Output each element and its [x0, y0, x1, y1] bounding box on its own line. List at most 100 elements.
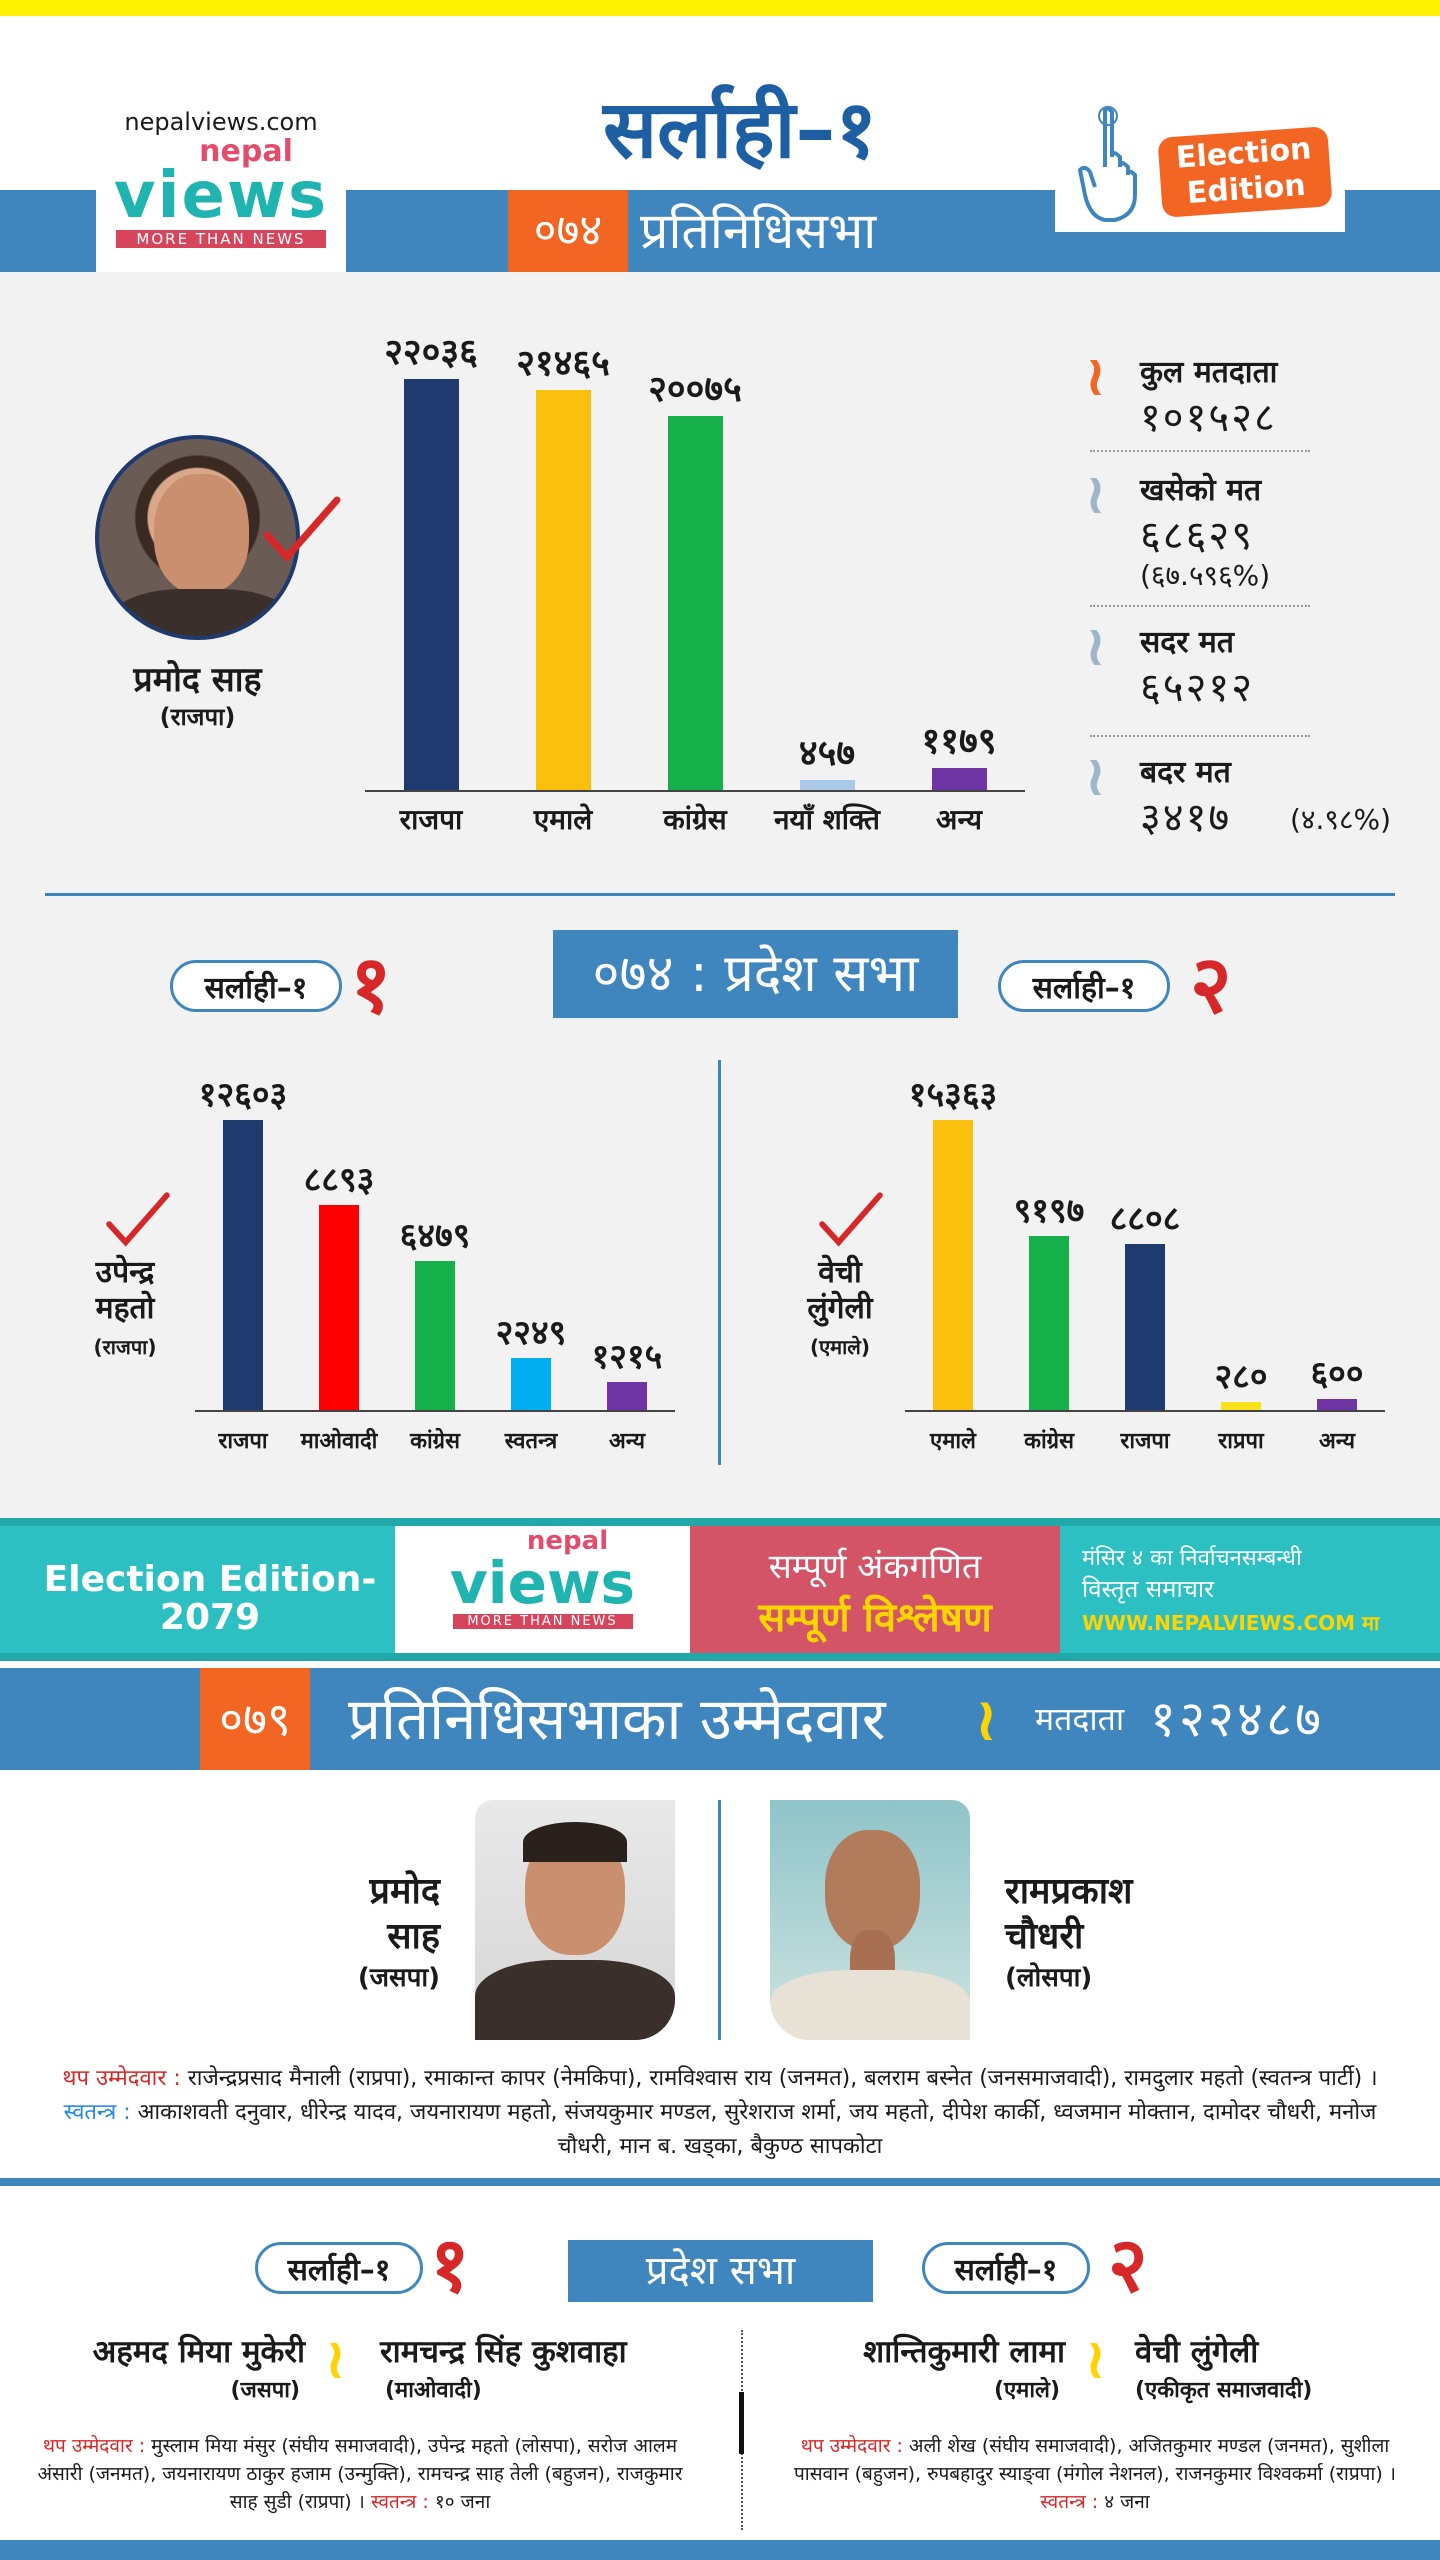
wave-icon-right: ≀ [1085, 2327, 1106, 2392]
house-title: प्रतिनिधिसभा [640, 202, 877, 260]
prov-left-value-label-5: १२१५ [591, 1337, 663, 1377]
p79-mid-divider-solid [739, 2392, 744, 2454]
stat-wave-icon-2: ≀ [1085, 462, 1106, 527]
cand-c2-l2: चौधरी [1005, 1916, 1084, 1957]
p79-right-b-party: (एकीकृत समाजवादी) [1135, 2378, 1313, 2403]
prov-left-plot: १२६०३ ८८९३ ६४७९ २२४९ १२१५ [195, 1075, 675, 1410]
fed-category-label-5: अन्य [936, 803, 982, 836]
fed-bar-1 [403, 379, 459, 790]
banner-right2: विस्तृत समाचार [1082, 1575, 1214, 1603]
prov-right-category-label-4: राप्रपा [1218, 1429, 1264, 1454]
p79-left-b-name: रामचन्द्र सिंह कुशवाहा [380, 2334, 627, 2370]
stat-wave-icon-1: ≀ [1085, 344, 1106, 409]
stat-value-2: ६८६२९ [1140, 513, 1254, 559]
prov-left-axis [195, 1410, 675, 1412]
p79-right-a-party: (एमाले) [993, 2378, 1060, 2403]
p79-left-more-label: थप उम्मेदवार [42, 2435, 133, 2457]
prov-right-value-label-1: १५३६३ [908, 1074, 998, 1115]
stat-divider-3 [1090, 735, 1310, 737]
num-left: १ [350, 938, 392, 1031]
banner-logo-top: nepal [526, 1526, 609, 1556]
prov-right-bar-3 [1125, 1243, 1165, 1410]
prov-left-winner-l2: महतो [95, 1291, 155, 1326]
cand-more-text: थप उम्मेदवार : राजेन्द्रप्रसाद मैनाली (र… [40, 2062, 1400, 2164]
cand-c1-party: (जसपा) [357, 1963, 440, 1993]
stat-value-1: १०१५२८ [1140, 395, 1277, 441]
prov-right-plot: १५३६३ ९१९७ ८८०८ २८० ६०० [905, 1075, 1385, 1410]
cand-c2-l1: रामप्रकाश [1005, 1871, 1133, 1912]
stat-label-3: सदर मत [1140, 625, 1234, 660]
fed-category-label-3: कांग्रेस [663, 803, 727, 836]
bottom-stripe [0, 2540, 1440, 2560]
promo-banner[interactable]: Election Edition- 2079 nepal views MORE … [0, 1518, 1440, 1661]
constituency-title: सर्लाही–१ [603, 83, 877, 176]
section3-bottom-line [0, 2178, 1440, 2186]
fed-value-label-1: २२०३६ [384, 332, 478, 374]
p79-right-more-text: अली शेख (संघीय समाजवादी), अजितकुमार मण्ड… [793, 2435, 1397, 2485]
stat-wave-icon-3: ≀ [1085, 614, 1106, 679]
banner-right3: WWW.NEPALVIEWS.COM मा [1082, 1611, 1380, 1635]
banner-line2: सम्पूर्ण विश्लेषण [758, 1595, 992, 1641]
election-badge: Election Edition [1055, 92, 1345, 232]
banner-logo-main: views [449, 1549, 636, 1617]
logo-main: views [113, 159, 329, 233]
cand-c1-l1: प्रमोद [369, 1871, 440, 1912]
cand-c1-l2: साह [387, 1916, 440, 1957]
p79-right-more-label: थप उम्मेदवार [800, 2435, 891, 2457]
prov-right-category-label-2: कांग्रेस [1024, 1429, 1074, 1454]
prov-left-winner-party: (राजपा) [93, 1335, 157, 1359]
p79-right-more: थप उम्मेदवार : अली शेख (संघीय समाजवादी),… [780, 2432, 1410, 2516]
fed-value-label-4: ४५७ [798, 733, 856, 774]
fed-bar-4 [799, 780, 855, 790]
check-icon-right [819, 1192, 883, 1247]
p79-right-more-sep: : [890, 2435, 909, 2457]
prov-right-value-label-4: २८० [1214, 1357, 1268, 1397]
pill-left: सर्लाही–१ [170, 960, 342, 1012]
prov-right-value-label-5: ६०० [1310, 1353, 1364, 1394]
photo-shirt [109, 589, 294, 636]
stat-divider-2 [1090, 605, 1310, 607]
ind-list: आकाशवती दनुवार, धीरेन्द्र यादव, जयनारायण… [137, 2100, 1377, 2159]
more-label: थप उम्मेदवार [62, 2066, 167, 2091]
p79-left-a-name: अहमद मिया मुकेरी [92, 2334, 305, 2370]
prov-left-bar-1 [223, 1119, 263, 1410]
fed-category-label-1: राजपा [399, 803, 463, 836]
prov-left-bar-3 [415, 1260, 455, 1410]
fed-bar-5 [931, 768, 987, 790]
fed-chart-xlabels: राजपा एमाले कांग्रेस नयाँ शक्ति अन्य [365, 800, 1025, 840]
prov-left-value-label-4: २२४९ [495, 1313, 567, 1354]
p79-right-ind-text: ४ जना [1104, 2491, 1150, 2513]
prov-left-bar-4 [511, 1358, 551, 1410]
c1-hair [523, 1822, 627, 1862]
wave-icon-left: ≀ [325, 2327, 346, 2392]
pill-2079-left: सर्लाही–१ [255, 2242, 423, 2294]
prov-right-bar-5 [1317, 1398, 1357, 1410]
prov-right-winner-party: (एमाले) [809, 1335, 871, 1359]
cand-c2-party: (लोसपा) [1005, 1963, 1093, 1993]
prov-right-bar-1 [933, 1119, 973, 1410]
banner-edition: Election Edition- 2079 [43, 1559, 377, 1638]
banner-line1: सम्पूर्ण अंकगणित [768, 1547, 982, 1587]
more-sep: : [166, 2066, 188, 2091]
stat-sub-4: (४.९८%) [1290, 803, 1392, 836]
c2-shirt [770, 1970, 970, 2040]
p79-left-ind-text: १० जना [434, 2491, 491, 2513]
fed-value-label-2: २१४६५ [516, 342, 610, 384]
stat-divider-1 [1090, 450, 1310, 452]
prov-left-category-label-2: माओवादी [300, 1429, 378, 1454]
hand-vote-icon [1077, 106, 1137, 222]
ind-label: स्वतन्त्र [63, 2100, 117, 2125]
site-url: nepalviews.com [124, 108, 318, 136]
p79-right-ind-sep: : [1085, 2491, 1105, 2513]
fed-bar-2 [535, 389, 591, 790]
wave-icon-voters: ≀ [975, 1685, 998, 1755]
num-2079-right: २ [1108, 2220, 1148, 2309]
badge-box: Election Edition [1157, 126, 1333, 218]
p79-right-a-name: शान्तिकुमारी लामा [863, 2334, 1065, 2370]
p79-right-b-name: वेची लुंगेली [1135, 2334, 1259, 2370]
logo-tag: MORE THAN NEWS [116, 230, 326, 248]
year-tag: ०७४ [508, 190, 628, 272]
fed-value-label-3: २००७५ [648, 368, 742, 410]
cand-mid-divider [718, 1800, 721, 2040]
prov-right-winner-l2: लुंगेली [807, 1291, 873, 1326]
